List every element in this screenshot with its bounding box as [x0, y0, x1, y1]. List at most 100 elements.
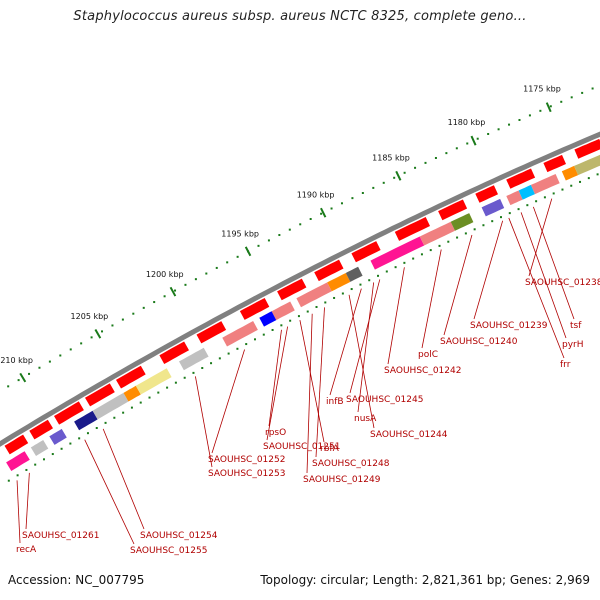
forward-cds-block [394, 217, 430, 241]
reverse-cds-block [561, 165, 579, 181]
reverse-cds-block [345, 266, 363, 282]
inner-dot [350, 288, 353, 291]
leader-line [16, 480, 21, 544]
forward-cds-block [351, 241, 381, 263]
scale-dot [111, 324, 114, 327]
inner-dot [561, 188, 564, 191]
tick-label: 1200 kbp [146, 270, 184, 279]
gene-label: tsf [570, 321, 582, 331]
inner-dot [148, 396, 151, 399]
gene-label: SAOUHSC_01253 [208, 469, 285, 479]
scale-dot [424, 161, 427, 164]
scale-dot [414, 166, 417, 169]
scale-dot [90, 336, 93, 339]
inner-dot [552, 192, 555, 195]
scale-dot [121, 318, 124, 321]
gene-label: pyrH [562, 340, 584, 350]
leader-line [102, 428, 145, 530]
scale-dot [434, 156, 437, 159]
gene-label: infB [326, 397, 344, 407]
scale-dot [299, 223, 302, 226]
leader-line [25, 472, 30, 530]
gene-label: SAOUHSC_01248 [312, 459, 390, 469]
tick-label: 1180 kbp [448, 118, 486, 127]
gene-label: frr [560, 360, 571, 370]
scale-dot [528, 114, 531, 117]
scale-dot [372, 186, 375, 189]
map-title: Staphylococcus aureus subsp. aureus NCTC… [73, 9, 527, 24]
leader-line [421, 249, 442, 349]
scale-dot [7, 385, 10, 388]
scale-dot [194, 278, 197, 281]
scale-dot [539, 109, 542, 112]
forward-cds-block [4, 434, 29, 455]
inner-dot [34, 463, 37, 466]
inner-dot [385, 270, 388, 273]
leader-line [195, 376, 213, 468]
scale-dot [184, 283, 187, 286]
scale-dot [309, 218, 312, 221]
reverse-cds-block [419, 221, 455, 246]
reverse-cds-block [6, 451, 30, 471]
scale-dot [508, 123, 511, 126]
scale-dot [549, 105, 552, 108]
inner-dot [174, 381, 177, 384]
leader-line [268, 329, 282, 427]
leader-line [349, 279, 381, 394]
forward-cds-block [159, 341, 189, 364]
reverse-cds-block [530, 174, 560, 195]
inner-dot [227, 352, 230, 355]
scale-dot [153, 301, 156, 304]
reverse-cds-block [92, 392, 129, 420]
inner-dot [473, 228, 476, 231]
major-tick [470, 135, 477, 146]
inner-dot [394, 266, 397, 269]
gene-label: polC [418, 350, 438, 360]
tick-label: 1205 kbp [71, 312, 109, 321]
backbone-ring [0, 131, 600, 447]
inner-dot [122, 411, 125, 414]
scale-dot [476, 137, 479, 140]
label-leader-lines [16, 198, 575, 545]
leader-line [211, 349, 245, 454]
forward-cds-block [54, 401, 84, 425]
leader-line [329, 288, 362, 396]
reverse-cds-block [135, 368, 172, 395]
forward-cds-block [438, 199, 468, 221]
inner-dot [7, 479, 10, 482]
inner-dot [359, 283, 362, 286]
inner-dot [438, 244, 441, 247]
reverse-cds-block [259, 311, 277, 327]
scale-dot [205, 272, 208, 275]
scale-dot [560, 100, 563, 103]
major-tick [320, 207, 327, 218]
scale-dot [59, 354, 62, 357]
scale-dot [288, 228, 291, 231]
inner-dot [297, 315, 300, 318]
inner-dot [42, 458, 45, 461]
forward-cds-block [85, 383, 115, 407]
inner-dot [315, 305, 318, 308]
forward-cds-block [29, 419, 53, 440]
inner-dot [236, 347, 239, 350]
leader-line [473, 220, 504, 320]
scale-dot [163, 295, 166, 298]
reverse-cds-block [49, 428, 67, 445]
inner-dot [51, 453, 54, 456]
forward-cds-block [475, 185, 498, 203]
leader-line [84, 439, 135, 545]
gene-label: SAOUHSC_01238 [525, 278, 600, 288]
scale-dot [581, 91, 584, 94]
gene-label: SAOUHSC_01255 [130, 546, 207, 556]
gene-label: SAOUHSC_01261 [22, 531, 99, 541]
reverse-cds-block [30, 440, 49, 456]
reverse-cds-block [450, 213, 474, 231]
leader-line [508, 217, 565, 359]
gene-label: SAOUHSC_01245 [346, 395, 423, 405]
gene-label: SAOUHSC_01244 [370, 430, 448, 440]
scale-dot [382, 181, 385, 184]
scale-tick-labels: 1175 kbp 1180 kbp 1185 kbp 1190 kbp 1195 kbp… [0, 85, 561, 365]
leader-line [315, 307, 325, 458]
leader-line [348, 294, 375, 429]
forward-cds-block [314, 259, 344, 282]
